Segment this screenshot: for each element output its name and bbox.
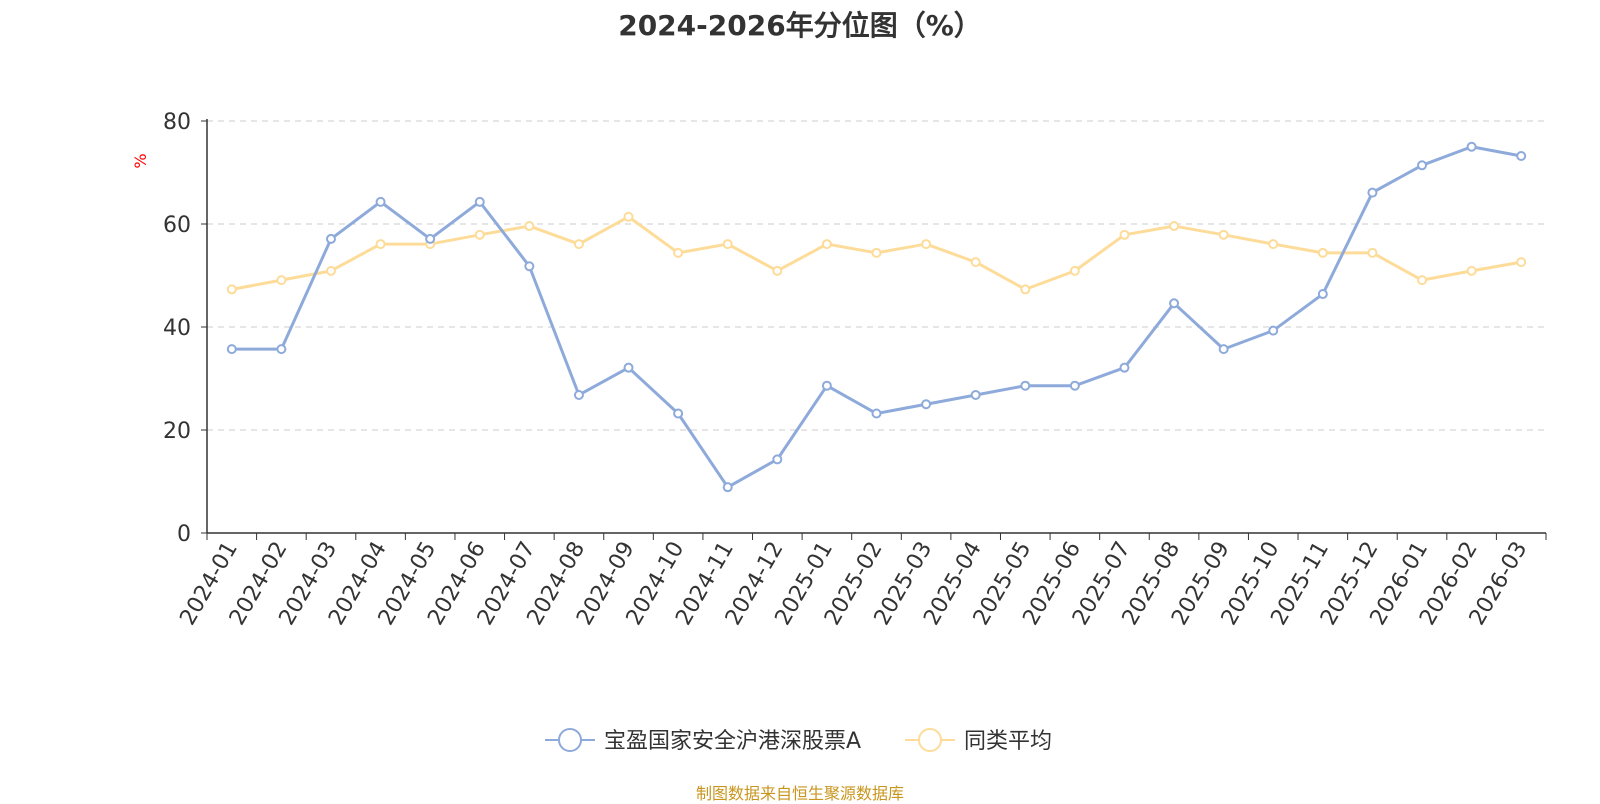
data-point[interactable] bbox=[921, 239, 932, 250]
data-point[interactable] bbox=[821, 380, 832, 391]
data-point[interactable] bbox=[1516, 151, 1527, 162]
data-point[interactable] bbox=[722, 482, 733, 493]
data-point[interactable] bbox=[524, 221, 535, 232]
data-point[interactable] bbox=[375, 239, 386, 250]
y-tick-label: 20 bbox=[163, 419, 191, 444]
data-point[interactable] bbox=[325, 265, 336, 276]
data-point[interactable] bbox=[1218, 344, 1229, 355]
data-point[interactable] bbox=[1466, 141, 1477, 152]
data-point[interactable] bbox=[573, 389, 584, 400]
legend-item[interactable]: 宝盈国家安全沪港深股票A bbox=[545, 728, 861, 754]
axes: 0204060802024-012024-022024-032024-04202… bbox=[163, 110, 1547, 630]
data-point[interactable] bbox=[1367, 187, 1378, 198]
series-line bbox=[231, 145, 1522, 489]
data-point[interactable] bbox=[1417, 160, 1428, 171]
y-tick-label: 80 bbox=[163, 110, 191, 135]
data-point[interactable] bbox=[1367, 247, 1378, 258]
grid-lines bbox=[207, 120, 1546, 431]
data-point[interactable] bbox=[623, 211, 634, 222]
data-point[interactable] bbox=[1268, 325, 1279, 336]
data-point[interactable] bbox=[1317, 247, 1328, 258]
y-tick-label: 0 bbox=[177, 522, 191, 547]
data-point[interactable] bbox=[1169, 221, 1180, 232]
data-point[interactable] bbox=[1466, 265, 1477, 276]
data-point[interactable] bbox=[524, 261, 535, 272]
data-point[interactable] bbox=[425, 233, 436, 244]
data-point[interactable] bbox=[1218, 229, 1229, 240]
data-point[interactable] bbox=[772, 454, 783, 465]
legend-marker bbox=[558, 728, 582, 752]
data-point[interactable] bbox=[1516, 257, 1527, 268]
data-point[interactable] bbox=[573, 239, 584, 250]
data-point[interactable] bbox=[673, 247, 684, 258]
data-point[interactable] bbox=[1268, 239, 1279, 250]
data-source-note: 制图数据来自恒生聚源数据库 bbox=[695, 784, 904, 803]
data-point[interactable] bbox=[772, 265, 783, 276]
data-point[interactable] bbox=[1020, 380, 1031, 391]
legend-marker bbox=[918, 728, 942, 752]
data-point[interactable] bbox=[1417, 275, 1428, 286]
data-point[interactable] bbox=[276, 275, 287, 286]
data-point[interactable] bbox=[921, 399, 932, 410]
data-point[interactable] bbox=[375, 196, 386, 207]
legend-item[interactable]: 同类平均 bbox=[905, 728, 1052, 754]
data-point[interactable] bbox=[1317, 289, 1328, 300]
legend-label: 同类平均 bbox=[964, 729, 1052, 754]
data-point[interactable] bbox=[226, 344, 237, 355]
data-point[interactable] bbox=[325, 233, 336, 244]
data-point[interactable] bbox=[1119, 229, 1130, 240]
data-point[interactable] bbox=[276, 344, 287, 355]
data-point[interactable] bbox=[474, 196, 485, 207]
data-point[interactable] bbox=[821, 239, 832, 250]
y-tick-label: 40 bbox=[163, 316, 191, 341]
data-point[interactable] bbox=[623, 362, 634, 373]
data-point[interactable] bbox=[970, 257, 981, 268]
data-point[interactable] bbox=[1169, 298, 1180, 309]
data-point[interactable] bbox=[673, 408, 684, 419]
data-point[interactable] bbox=[722, 239, 733, 250]
data-point[interactable] bbox=[1069, 265, 1080, 276]
y-axis-label: % bbox=[131, 153, 150, 168]
legend[interactable]: 宝盈国家安全沪港深股票A 同类平均 bbox=[545, 728, 1052, 754]
data-point[interactable] bbox=[970, 389, 981, 400]
data-point[interactable] bbox=[871, 408, 882, 419]
chart-title: 2024-2026年分位图（%） bbox=[618, 9, 982, 42]
y-tick-label: 60 bbox=[163, 213, 191, 238]
data-point[interactable] bbox=[1069, 380, 1080, 391]
legend-label: 宝盈国家安全沪港深股票A bbox=[604, 729, 861, 754]
data-point[interactable] bbox=[871, 247, 882, 258]
series-layer bbox=[226, 141, 1527, 493]
data-point[interactable] bbox=[1119, 362, 1130, 373]
data-point[interactable] bbox=[226, 284, 237, 295]
data-point[interactable] bbox=[1020, 284, 1031, 295]
data-point[interactable] bbox=[474, 229, 485, 240]
